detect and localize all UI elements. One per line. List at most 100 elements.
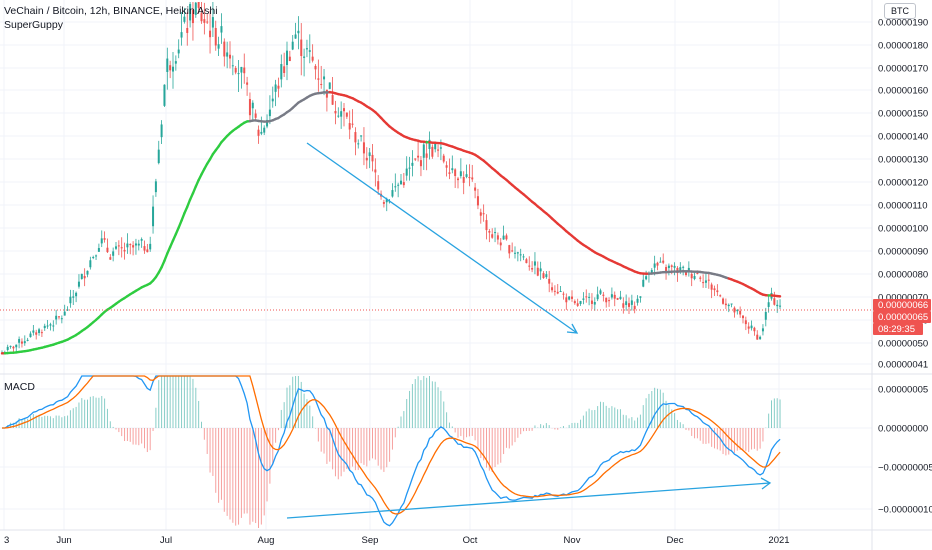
candle-body	[377, 181, 380, 190]
grid	[0, 0, 872, 530]
candle-body	[240, 66, 243, 73]
candle-body	[137, 243, 140, 246]
signal-line	[2, 375, 781, 515]
candle-body	[200, 13, 203, 22]
candle-body	[730, 303, 733, 305]
candle-body	[451, 168, 454, 171]
candle-body	[710, 284, 713, 290]
candle-body	[439, 147, 442, 149]
candle-body	[468, 177, 471, 179]
macd-tick-label: 0.00000000	[878, 424, 928, 435]
chart-title[interactable]: VeChain / Bitcoin, 12h, BINANCE, Heikin …	[4, 5, 218, 17]
candle-body	[628, 303, 630, 307]
candle-body	[63, 311, 66, 316]
candle-body	[246, 82, 249, 85]
candle-body	[733, 307, 736, 313]
indicator-label[interactable]: SuperGuppy	[4, 19, 63, 31]
price-tick-label: 0.00000070	[878, 293, 928, 304]
candle-body	[716, 290, 719, 293]
candle-body	[682, 266, 685, 268]
candle-body	[15, 344, 18, 348]
time-tick-label: Nov	[564, 535, 581, 546]
candle-body	[331, 95, 334, 105]
candle-body	[496, 235, 499, 240]
candle-body	[183, 16, 186, 22]
candle-body	[189, 4, 192, 21]
time-tick-label: 3	[4, 535, 9, 546]
macd-label[interactable]: MACD	[4, 381, 35, 393]
candle-body	[385, 198, 388, 203]
candle-body	[231, 65, 234, 67]
candle-body	[191, 9, 194, 24]
time-tick-label: Jun	[56, 535, 71, 546]
candle-body	[687, 267, 690, 272]
candle-body	[610, 294, 613, 298]
candle-body	[211, 17, 214, 28]
candle-body	[642, 279, 645, 287]
candle-body	[140, 239, 143, 241]
price-tick-label: 0.00000180	[878, 41, 928, 52]
candle-body	[154, 181, 157, 193]
candle-body	[254, 113, 257, 118]
currency-button[interactable]: BTC	[884, 3, 916, 19]
candle-body	[739, 310, 742, 315]
price-tick-label: 0.00000140	[878, 132, 928, 143]
candle-body	[679, 267, 682, 271]
candle-body	[656, 262, 659, 266]
price-tick-label: 0.00000130	[878, 155, 928, 166]
candle-body	[134, 243, 137, 246]
candle-body	[66, 309, 69, 311]
price-tick-label: 0.00000170	[878, 64, 928, 75]
candle-body	[539, 268, 542, 272]
candle-body	[753, 327, 756, 332]
candle-body	[528, 265, 531, 267]
price-tick-label: 0.00000080	[878, 270, 928, 281]
candle-body	[536, 267, 539, 276]
candle-body	[38, 329, 41, 333]
candle-body	[531, 268, 534, 270]
candle-body	[58, 316, 60, 318]
trend-arrowhead-price	[566, 323, 579, 334]
candle-body	[248, 99, 251, 116]
candle-body	[132, 245, 135, 248]
candle-body	[707, 279, 710, 281]
candle-body	[408, 167, 411, 169]
candle-body	[92, 257, 95, 259]
candle-body	[491, 234, 494, 238]
candle-body	[590, 300, 593, 304]
price-tick-label: 0.00000090	[878, 247, 928, 258]
time-tick-label: Sep	[362, 535, 379, 546]
candle-body	[402, 182, 405, 186]
candle-body	[286, 50, 288, 66]
time-axis[interactable]: 3 Jun Jul Aug Sep Oct Nov Dec 2021	[4, 535, 790, 546]
candle-body	[97, 248, 100, 252]
candle-body	[542, 273, 545, 279]
candle-body	[568, 296, 571, 300]
candle-body	[303, 56, 306, 58]
time-tick-label: 2021	[768, 535, 789, 546]
candle-body	[115, 246, 117, 249]
price-scale[interactable]: 0.00000190 0.00000180 0.00000170 0.00000160…	[878, 18, 928, 371]
candle-body	[203, 19, 206, 23]
candle-body	[761, 328, 764, 332]
candle-body	[747, 326, 750, 329]
candle-body	[83, 275, 86, 279]
candle-body	[160, 124, 163, 138]
candle-body	[80, 273, 83, 279]
macd-tick-label: 0.00000005	[878, 385, 928, 396]
candle-body	[186, 27, 189, 33]
candle-body	[9, 345, 12, 347]
time-tick-label: Oct	[463, 535, 478, 546]
macd-scale[interactable]: 0.00000005 0.00000000 −0.00000005 −0.000000…	[878, 385, 932, 516]
candle-body	[744, 320, 747, 325]
candle-body	[434, 143, 437, 150]
candle-body	[35, 332, 38, 335]
candle-body	[602, 294, 605, 296]
candle-body	[482, 213, 485, 215]
ema-segment	[180, 212, 186, 222]
candle-body	[371, 154, 374, 162]
price-tick-label: 0.00000041	[878, 360, 928, 371]
ema-lines	[0, 90, 782, 355]
candle-body	[163, 84, 166, 106]
candle-body	[18, 339, 21, 343]
